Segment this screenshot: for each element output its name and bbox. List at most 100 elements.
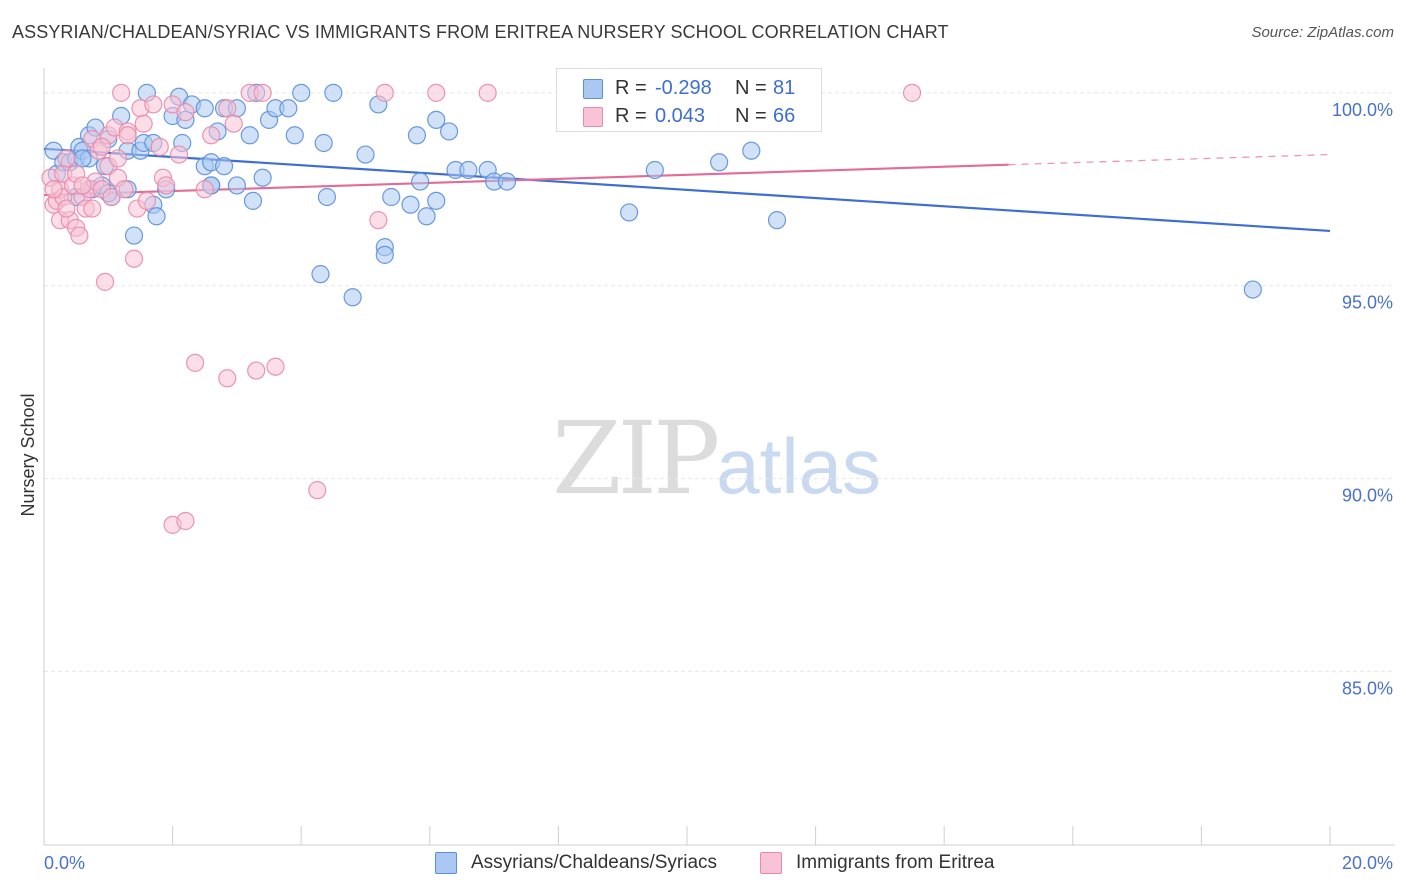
point-assyrian [742, 141, 761, 160]
point-eritrea [902, 83, 922, 102]
point-eritrea [176, 103, 195, 122]
point-assyrian [311, 265, 330, 284]
point-assyrian [439, 122, 459, 141]
point-assyrian [195, 99, 214, 118]
series-swatch-blue [435, 852, 457, 874]
point-assyrian [343, 288, 362, 307]
x-tick-label: 20.0% [1342, 853, 1393, 873]
point-assyrian [710, 153, 729, 172]
point-eritrea [108, 149, 128, 168]
point-eritrea [369, 211, 388, 230]
point-assyrian [427, 191, 446, 210]
point-assyrian [147, 207, 166, 226]
trend-line-dashed-1 [1008, 153, 1331, 166]
point-assyrian [620, 203, 639, 222]
source-label: Source: ZipAtlas.com [1251, 24, 1394, 41]
legend-n-value: 81 [773, 77, 796, 99]
legend-swatch-pink [583, 107, 603, 127]
point-assyrian [317, 187, 337, 207]
point-assyrian [411, 172, 430, 191]
point-eritrea [112, 83, 131, 102]
point-eritrea [157, 176, 176, 195]
point-assyrian [767, 211, 787, 230]
axis-labels: 100.0% 95.0% 90.0% 85.0% 0.0% 20.0% Nursery Sc… [18, 100, 1393, 873]
legend-r-label: R = [615, 77, 647, 99]
series-name-eritrea: Immigrants from Eritrea [796, 852, 995, 873]
point-eritrea [195, 180, 214, 199]
point-eritrea [137, 191, 156, 210]
point-eritrea [427, 83, 446, 102]
point-eritrea [118, 126, 137, 145]
point-assyrian [279, 99, 298, 118]
point-assyrian [324, 83, 343, 102]
axes [43, 68, 1395, 846]
point-assyrian [427, 110, 446, 129]
trend-line-1 [43, 163, 1009, 197]
point-assyrian [497, 172, 517, 191]
point-eritrea [150, 137, 169, 156]
point-assyrian [73, 149, 92, 168]
legend-r-label: R = [615, 105, 647, 127]
legend-n-value: 66 [773, 105, 796, 127]
point-eritrea [92, 137, 111, 156]
point-eritrea [115, 180, 134, 199]
point-assyrian [645, 160, 664, 180]
point-eritrea [70, 226, 89, 245]
y-axis-title: Nursery School [18, 393, 38, 516]
point-assyrian [1243, 280, 1262, 299]
point-eritrea [375, 83, 394, 102]
point-eritrea [134, 114, 153, 133]
legend-r-value: 0.043 [655, 105, 706, 127]
point-eritrea [83, 199, 102, 218]
point-assyrian [314, 133, 333, 153]
point-assyrian [253, 168, 272, 187]
grid-lines [44, 92, 1395, 672]
point-eritrea [57, 199, 76, 218]
point-assyrian [292, 83, 311, 102]
point-assyrian [407, 126, 427, 145]
chart-title: ASSYRIAN/CHALDEAN/SYRIAC VS IMMIGRANTS F… [12, 22, 949, 42]
point-assyrian [285, 126, 304, 145]
point-assyrian [417, 207, 436, 226]
point-eritrea [253, 83, 272, 102]
y-tick-label: 90.0% [1342, 486, 1393, 506]
point-eritrea [218, 369, 237, 388]
point-assyrian [124, 226, 144, 245]
point-eritrea [266, 357, 285, 376]
legend-n-label: N = [735, 105, 767, 127]
watermark-atlas: atlas [716, 422, 882, 510]
series-swatch-pink [760, 852, 782, 874]
point-eritrea [57, 149, 76, 168]
watermark: ZIPatlas [552, 400, 881, 517]
point-eritrea [176, 511, 195, 531]
point-eritrea [202, 126, 221, 145]
point-eritrea [44, 180, 63, 199]
legend-row-assyrian: R = -0.298 N = 81 [557, 73, 821, 101]
point-assyrian [227, 176, 246, 195]
y-tick-label: 100.0% [1332, 100, 1393, 120]
series-legend-item-eritrea[interactable]: Immigrants from Eritrea [760, 852, 994, 874]
x-tick-label: 0.0% [44, 853, 85, 873]
point-assyrian [240, 126, 259, 145]
point-assyrian [243, 191, 263, 210]
point-eritrea [144, 95, 163, 114]
series-legend-item-assyrian[interactable]: Assyrians/Chaldeans/Syriacs [435, 852, 717, 874]
point-eritrea [124, 249, 144, 268]
point-eritrea [73, 176, 92, 195]
watermark-zip: ZIP [552, 400, 720, 517]
series-legend: Assyrians/Chaldeans/Syriacs Immigrants f… [0, 852, 1406, 878]
point-eritrea [218, 99, 237, 118]
point-eritrea [169, 145, 189, 164]
data-points [41, 83, 1262, 534]
point-eritrea [247, 361, 266, 380]
point-assyrian [375, 245, 394, 264]
stats-legend: R = -0.298 N = 81 R = 0.043 N = 66 [556, 68, 822, 132]
point-assyrian [382, 187, 401, 207]
trend-line-0 [43, 147, 1331, 233]
point-assyrian [459, 160, 478, 180]
point-eritrea [186, 353, 205, 372]
legend-r-value: -0.298 [655, 77, 712, 99]
point-eritrea [308, 481, 327, 500]
legend-swatch-blue [583, 79, 603, 99]
